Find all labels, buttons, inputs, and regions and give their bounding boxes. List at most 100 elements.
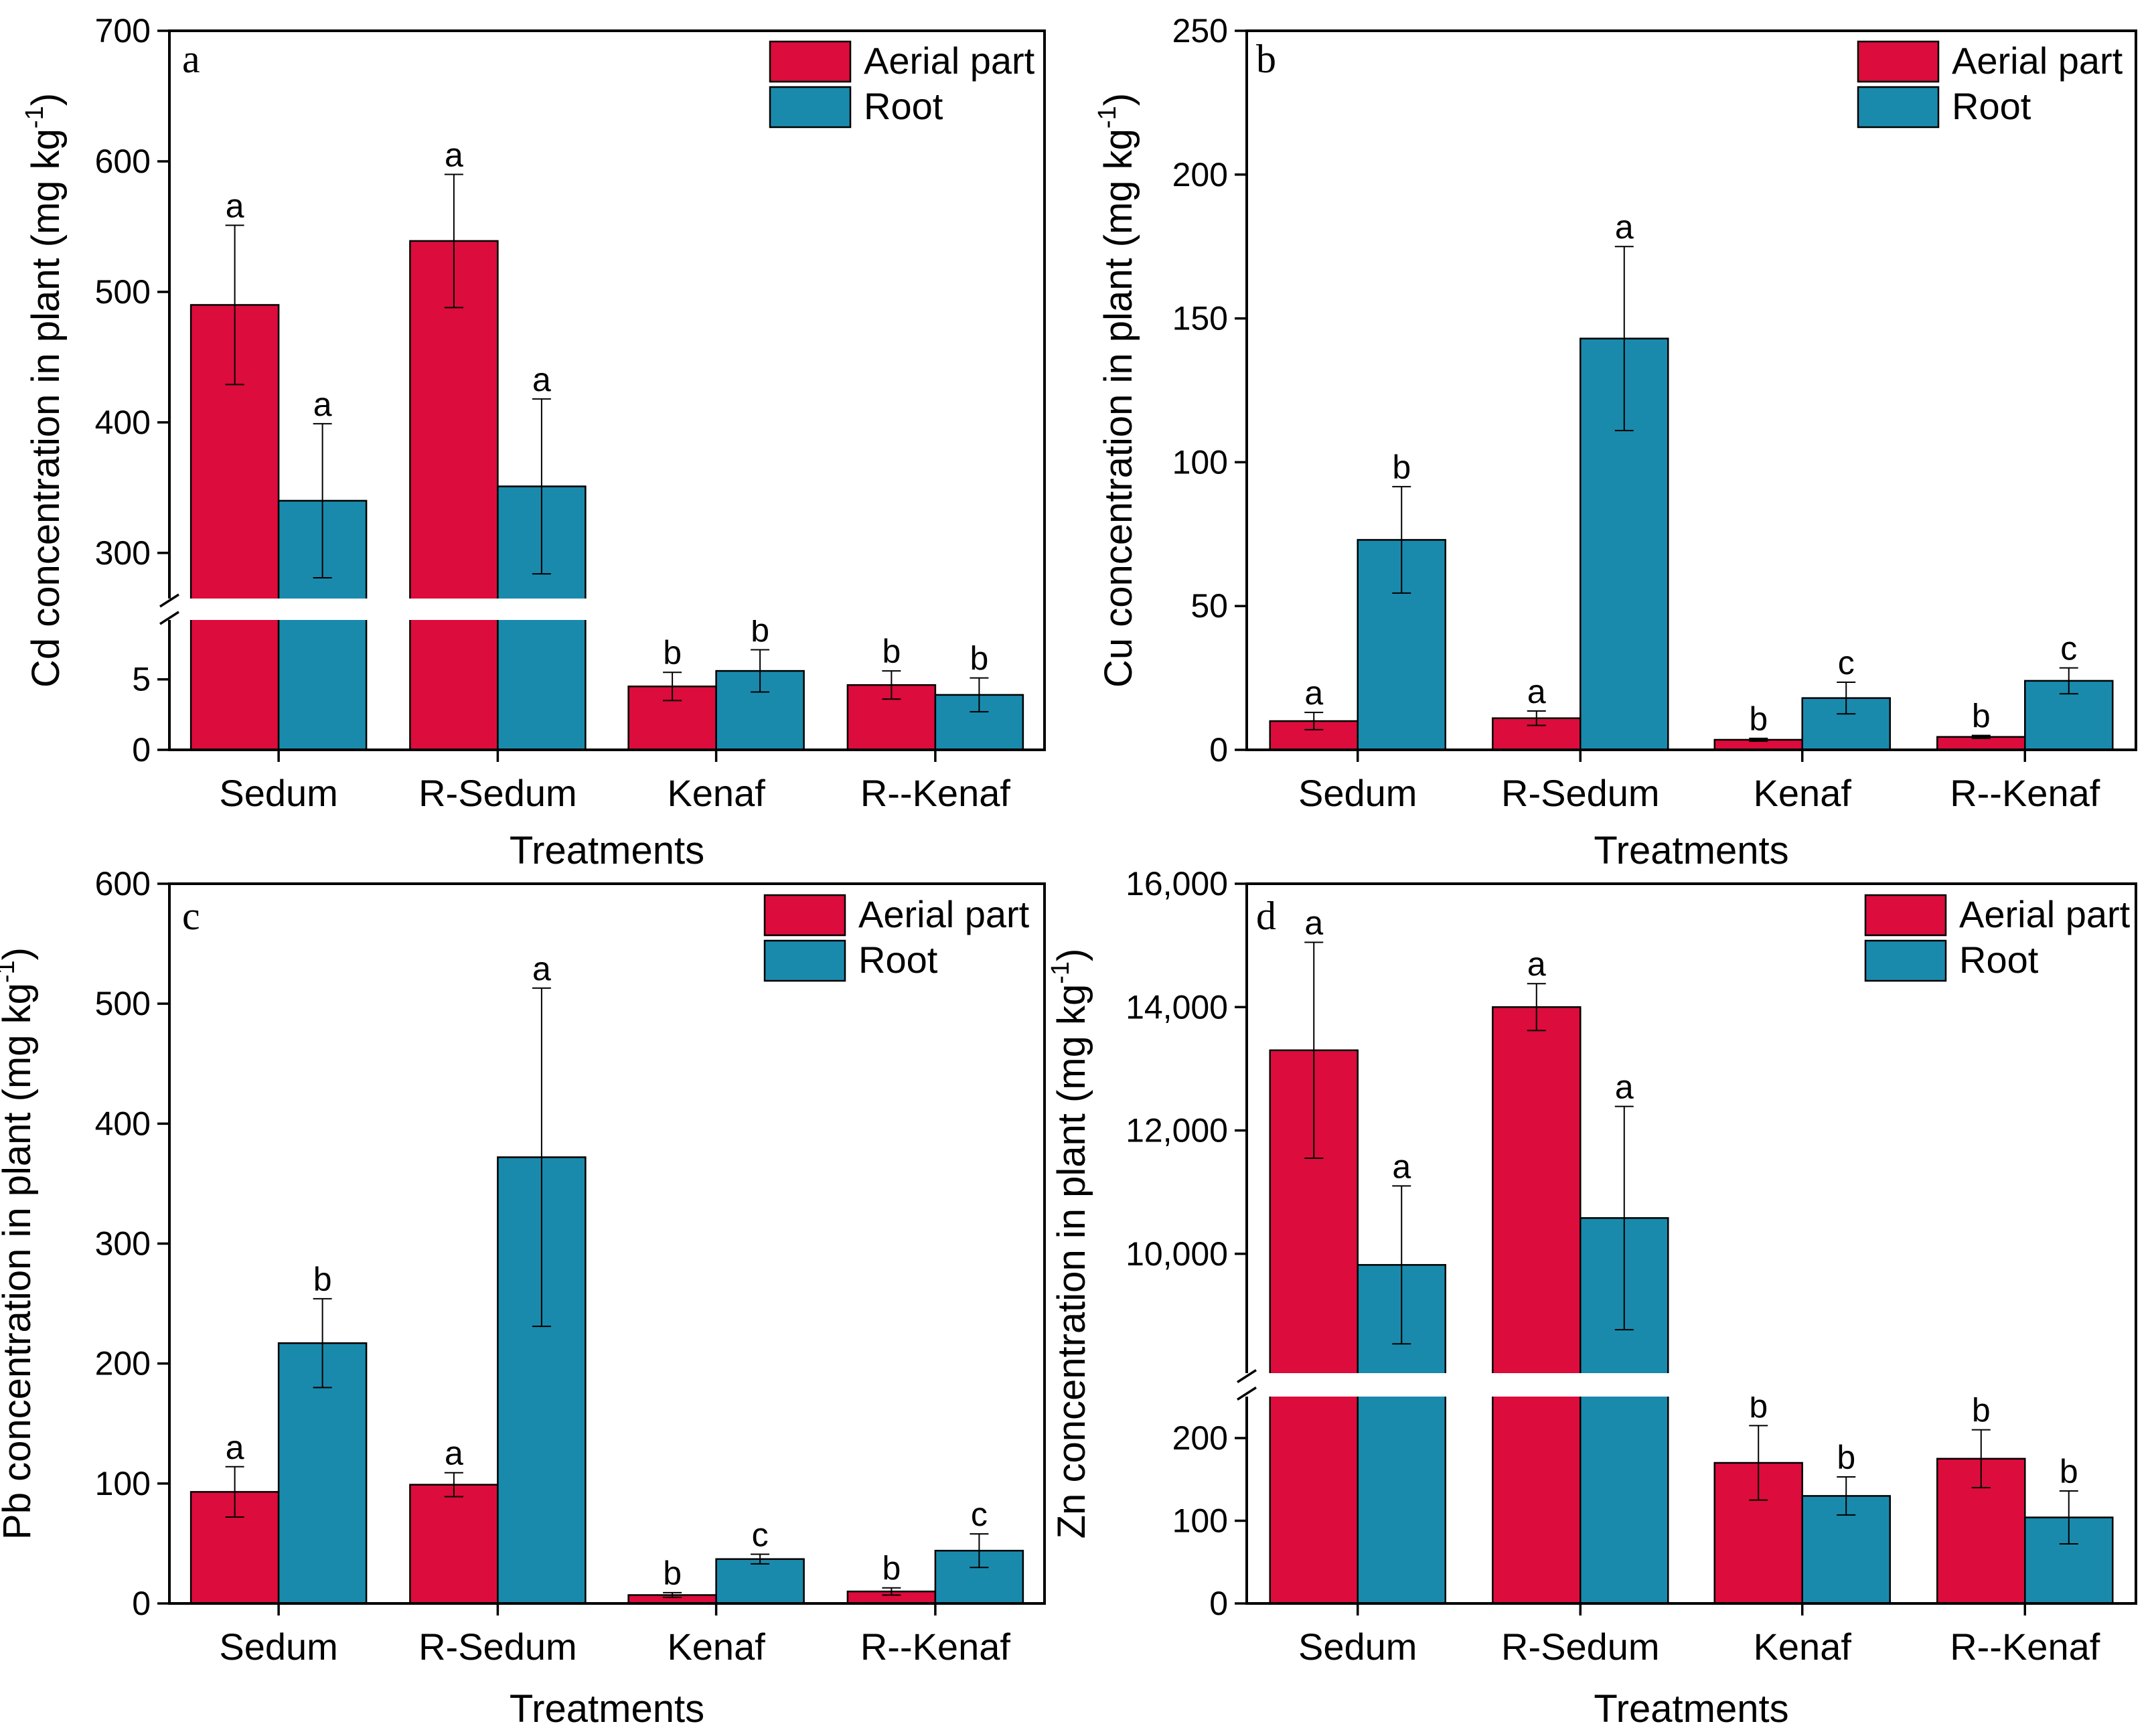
error-bar: [1971, 1429, 1991, 1489]
y-tick-label: 500: [95, 985, 151, 1022]
error-bar: [751, 1553, 770, 1565]
y-tick-label: 200: [1172, 156, 1228, 193]
x-tick-label: R-Sedum: [1501, 772, 1660, 814]
x-tick-label: Sedum: [1298, 1626, 1417, 1668]
error-bar: [1392, 1185, 1411, 1345]
significance-label: b: [663, 634, 682, 672]
error-bar: [2059, 1490, 2078, 1545]
x-tick-label: R--Kenaf: [860, 772, 1011, 814]
y-axis-title: Cu concentration in plant (mg kg-1): [1093, 93, 1140, 688]
error-bar: [1304, 941, 1324, 1159]
error-bar: [1749, 1425, 1768, 1501]
legend-label: Root: [858, 939, 938, 981]
y-axis-title-superscript: -1: [21, 106, 49, 129]
significance-label: b: [1837, 1439, 1855, 1476]
y-tick-label: 14,000: [1126, 988, 1228, 1026]
significance-label: a: [1527, 945, 1546, 983]
panel-b-cu: a a b b b a c c 0 50 100 150 200 250 Sedum R-Sedum Kenaf…: [1093, 12, 2137, 872]
y-tick-label: 250: [1172, 12, 1228, 50]
error-bar: [1837, 1476, 1856, 1516]
significance-label: c: [971, 1496, 988, 1533]
significance-label: c: [752, 1516, 769, 1554]
significance-label: a: [1615, 1069, 1634, 1106]
significance-label: b: [663, 1555, 682, 1592]
significance-label: a: [313, 386, 332, 423]
error-bar: [882, 1587, 901, 1596]
panel-letter: d: [1256, 894, 1276, 938]
legend-swatch: [763, 894, 846, 937]
y-axis-title: Zn concentration in plant (mg kg-1): [1047, 949, 1093, 1539]
error-bar: [532, 398, 551, 575]
y-tick-label: 5: [132, 661, 151, 698]
error-bar: [313, 1297, 332, 1389]
x-tick-label: Sedum: [219, 1626, 337, 1668]
axis-break-mark: [159, 611, 179, 625]
significance-label: a: [445, 136, 463, 173]
significance-label: a: [445, 1435, 463, 1472]
y-tick-label: 500: [95, 273, 151, 311]
y-tick-label: 400: [95, 1105, 151, 1142]
error-bar: [1971, 734, 1991, 739]
plot-frame: [1245, 29, 2137, 751]
legend-swatch: [769, 86, 852, 129]
error-bar: [444, 173, 463, 309]
error-bar: [663, 1591, 682, 1599]
y-tick-label: 200: [95, 1345, 151, 1383]
x-tick-label: Kenaf: [667, 772, 765, 814]
x-axis-title: Treatments: [1594, 829, 1788, 872]
error-bar: [1614, 1105, 1634, 1331]
significance-label: c: [2060, 630, 2077, 667]
legend-swatch: [1864, 939, 1947, 982]
y-tick-label: 16,000: [1126, 865, 1228, 902]
significance-label: b: [1972, 1392, 1991, 1429]
significance-label: a: [532, 361, 551, 398]
significance-label: b: [2060, 1453, 2078, 1490]
y-axis-title-superscript: -1: [1093, 106, 1122, 129]
y-tick-label: 0: [132, 1585, 151, 1622]
legend-label: Aerial part: [858, 893, 1030, 935]
y-tick-label: 150: [1172, 300, 1228, 337]
error-bar: [663, 672, 682, 702]
legend-swatch: [769, 40, 852, 83]
y-axis-title-superscript: -1: [1047, 961, 1075, 984]
significance-label: b: [1749, 700, 1768, 738]
x-tick-label: Sedum: [219, 772, 337, 814]
x-tick-label: R-Sedum: [418, 772, 577, 814]
x-tick-label: Kenaf: [1754, 1626, 1852, 1668]
y-tick-label: 200: [1172, 1419, 1228, 1457]
y-tick-label: 300: [95, 534, 151, 572]
error-bar: [225, 1466, 244, 1518]
error-bar: [1527, 710, 1546, 726]
x-tick-label: R--Kenaf: [1950, 1626, 2100, 1668]
axis-break-gap: [149, 599, 1045, 620]
panel-c-pb: a a b b b a c c 0 100 200 300 400 500 600 Sedum R-Sedum K…: [0, 865, 1046, 1731]
significance-label: b: [970, 640, 988, 678]
y-axis-title: Pb concentration in plant (mg kg-1): [0, 947, 39, 1540]
y-tick-label: 10,000: [1126, 1235, 1228, 1273]
error-bar: [1614, 246, 1634, 432]
error-bar: [1527, 983, 1546, 1032]
x-tick-label: R--Kenaf: [860, 1626, 1011, 1668]
x-tick-label: R-Sedum: [1501, 1626, 1660, 1668]
axis-break-mark: [1237, 1387, 1257, 1401]
y-tick-label: 0: [1209, 731, 1228, 769]
bar-aerial-part-1: [409, 240, 499, 751]
y-tick-label: 700: [95, 12, 151, 50]
legend-label: Aerial part: [864, 40, 1035, 82]
plot-frame: [1245, 882, 2137, 1605]
legend-swatch: [1864, 894, 1947, 937]
legend-swatch: [1857, 40, 1940, 83]
x-axis-title: Treatments: [510, 829, 704, 872]
y-tick-label: 600: [95, 143, 151, 180]
significance-label: b: [882, 633, 901, 670]
significance-label: a: [226, 187, 244, 225]
x-tick-label: Sedum: [1298, 772, 1417, 814]
x-tick-label: R--Kenaf: [1950, 772, 2100, 814]
error-bar: [2059, 667, 2078, 695]
legend-label: Root: [864, 85, 943, 127]
y-tick-label: 12,000: [1126, 1112, 1228, 1150]
